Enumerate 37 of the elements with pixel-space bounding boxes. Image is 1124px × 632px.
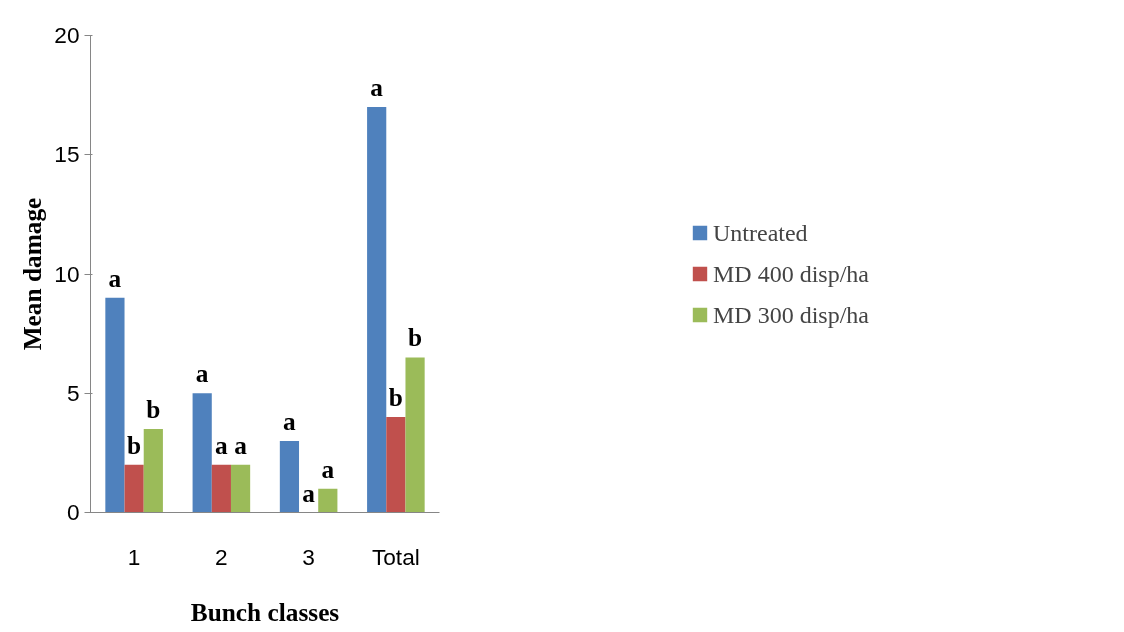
legend-label: Untreated bbox=[713, 219, 808, 246]
bar bbox=[367, 107, 387, 513]
data-label: a bbox=[283, 406, 297, 435]
x-tick-label: 3 bbox=[302, 543, 315, 570]
y-tick-label: 10 bbox=[54, 260, 80, 287]
data-label: b bbox=[388, 383, 403, 412]
y-tick-label: 20 bbox=[54, 22, 80, 48]
data-label: a bbox=[370, 73, 384, 102]
y-axis-title: Mean damage bbox=[18, 197, 47, 351]
data-label: b bbox=[408, 323, 423, 352]
x-axis-title: Bunch classes bbox=[190, 597, 340, 626]
bar bbox=[105, 297, 125, 513]
y-tick-label: 5 bbox=[66, 379, 80, 406]
data-label: b bbox=[146, 395, 161, 424]
bar bbox=[230, 464, 251, 513]
bar bbox=[386, 417, 406, 513]
x-tick-label: 2 bbox=[215, 543, 228, 570]
data-label: a bbox=[234, 430, 248, 459]
x-tick-label: Total bbox=[371, 543, 420, 570]
bar bbox=[211, 464, 231, 513]
data-label: a bbox=[108, 263, 122, 292]
legend-label: MD 300 disp/ha bbox=[713, 301, 869, 328]
data-label: b bbox=[127, 430, 142, 459]
bar bbox=[318, 488, 338, 513]
data-label: a bbox=[302, 478, 316, 507]
x-tick-label: 1 bbox=[127, 543, 141, 570]
y-tick-label: 15 bbox=[54, 141, 80, 168]
data-label: a bbox=[195, 359, 209, 388]
y-tick-label: 0 bbox=[66, 499, 80, 525]
legend-label: MD 400 disp/ha bbox=[713, 260, 869, 287]
bar bbox=[143, 429, 163, 513]
data-label: a bbox=[321, 454, 335, 483]
bar bbox=[405, 357, 425, 513]
bar bbox=[124, 464, 144, 513]
bar bbox=[192, 393, 212, 513]
bar bbox=[279, 440, 300, 513]
data-label: a bbox=[215, 430, 229, 459]
